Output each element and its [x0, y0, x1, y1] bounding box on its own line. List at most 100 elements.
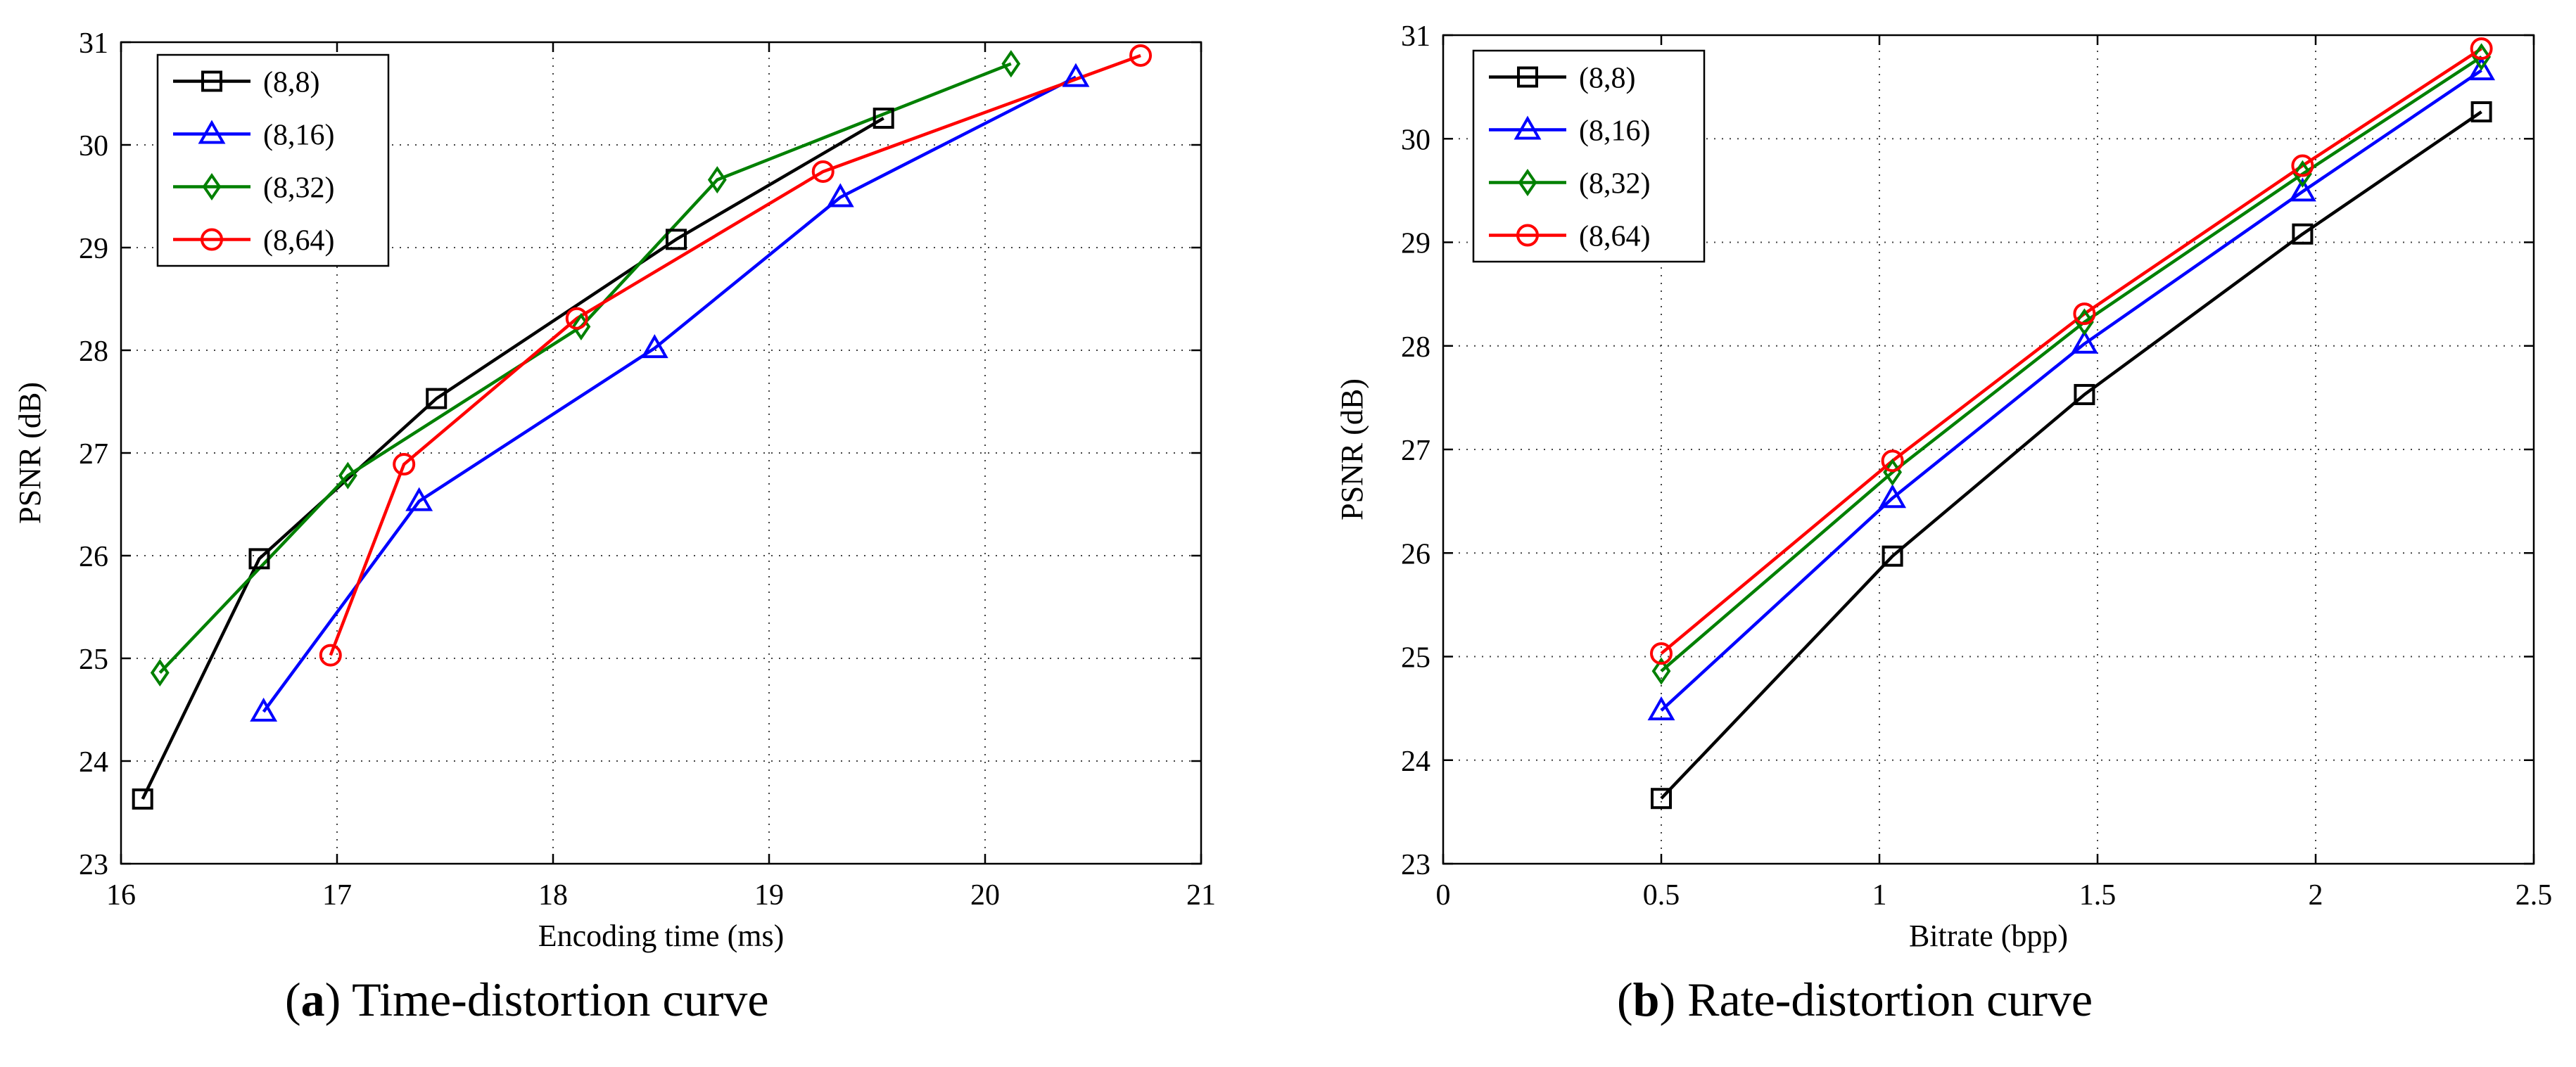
chart-b-series-3-point [1881, 449, 1904, 473]
chart-b-series-line-1 [1660, 69, 2482, 712]
chart-b-series-line-2 [1660, 56, 2482, 672]
chart-b-x-tick-label: 0.5 [1643, 879, 1680, 912]
chart-a-series-1-point [1062, 63, 1090, 87]
chart-b-series-3-point [2073, 302, 2096, 326]
caption-a-text: ) Time-distortion curve [324, 973, 769, 1026]
chart-a-legend-label-2: (8,32) [263, 172, 334, 205]
chart-a-y-tick-label: 27 [79, 438, 108, 471]
chart-a-x-tick-label: 16 [106, 879, 136, 912]
chart-b-y-tick-label: 28 [1401, 331, 1430, 364]
caption-a-label: a [300, 973, 325, 1026]
chart-b-legend-marker-2 [1518, 168, 1537, 197]
chart-b-series-3-point [2470, 37, 2493, 60]
chart-b-series-1-point [1647, 696, 1675, 721]
chart-b-series-1-point [2288, 177, 2316, 202]
chart-a-y-axis-label: PSNR (dB) [13, 382, 47, 524]
chart-a-legend-marker-1 [198, 120, 226, 144]
chart-a-legend-marker-0 [201, 70, 222, 92]
chart-a-series-0-point [132, 788, 153, 810]
chart-a-y-tick-label: 24 [79, 746, 108, 779]
chart-a-x-tick-label: 19 [754, 879, 784, 912]
rate-distortion-chart: 0 0.5 1 1.5 2 2.5 23 24 25 26 27 28 29 30 31 Bitrate (b… [1335, 20, 2552, 953]
chart-a-series-2-point [707, 166, 727, 194]
chart-a-series-2-point [338, 461, 357, 490]
chart-a-series-line-3 [329, 53, 1141, 656]
chart-a-legend-label-3: (8,64) [263, 225, 334, 257]
chart-b-series-2-point [2292, 160, 2312, 188]
chart-a-series-2-point [1001, 50, 1021, 78]
chart-b-y-tick-label: 23 [1401, 849, 1430, 881]
chart-b-series-0-point [2074, 383, 2095, 405]
chart-a-x-tick-label: 21 [1186, 879, 1216, 912]
chart-b-series-3-point [1650, 642, 1673, 665]
chart-b-series-2-point [2472, 43, 2492, 71]
caption-b-label: b [1632, 973, 1660, 1026]
chart-a-legend-marker-3 [201, 228, 223, 251]
chart-a-x-tick-label: 20 [970, 879, 1000, 912]
chart-b-legend-marker-0 [1517, 66, 1538, 88]
chart-a-series-0-point [248, 548, 270, 570]
chart-a-y-tick-label: 26 [79, 541, 108, 573]
chart-b-x-tick-label: 2 [2309, 879, 2323, 912]
chart-a-series-2-point [150, 658, 170, 686]
chart-a-series-1-point [250, 697, 278, 722]
chart-a-series-3-point [393, 453, 416, 476]
chart-a-y-tick-label: 23 [79, 849, 108, 881]
chart-a-y-tick-label: 28 [79, 336, 108, 368]
chart-b-series-1-point [2070, 329, 2098, 354]
chart-a-series-0-point [873, 108, 894, 129]
chart-a-y-tick-label: 29 [79, 233, 108, 265]
chart-b-legend-label-3: (8,64) [1579, 221, 1650, 253]
chart-a-x-tick-label: 17 [322, 879, 352, 912]
chart-a-legend-marker-2 [202, 172, 222, 201]
chart-a-y-tick-label: 30 [79, 130, 108, 162]
chart-b-series-2-point [2074, 308, 2094, 336]
chart-b-y-tick-label: 25 [1401, 642, 1430, 675]
chart-a-legend [156, 53, 390, 267]
chart-a-series-0-point [426, 388, 448, 409]
chart-a-series-3-point [811, 160, 835, 183]
chart-a-series-0-point [665, 229, 687, 250]
chart-a-series-1-point [640, 334, 668, 359]
chart-b-x-tick-label: 1.5 [2079, 879, 2117, 912]
chart-a-x-tick-label: 18 [538, 879, 568, 912]
chart-a-legend-label-0: (8,8) [263, 67, 319, 99]
chart-b-y-tick-label: 30 [1401, 124, 1430, 156]
chart-a-y-tick-label: 25 [79, 644, 108, 676]
time-distortion-chart: 16 17 18 19 20 21 23 24 25 26 27 28 29 30 31 Encoding t… [13, 27, 1216, 953]
chart-b-y-tick-label: 26 [1401, 538, 1430, 570]
caption-a: (a) Time-distortion curve [285, 973, 769, 1026]
chart-b-y-tick-label: 31 [1401, 20, 1430, 53]
chart-b-series-0-point [1882, 545, 1903, 567]
chart-b-series-0-point [1651, 788, 1672, 810]
chart-a-series-1-point [826, 183, 854, 207]
chart-a-series-1-point [405, 487, 433, 511]
caption-b: (b) Rate-distortion curve [1617, 973, 2093, 1026]
chart-a-series-3-point [319, 644, 342, 667]
chart-a-series-3-point [1129, 44, 1153, 67]
chart-a-y-tick-label: 31 [79, 27, 108, 60]
chart-b-x-tick-label: 1 [1872, 879, 1887, 912]
chart-a-x-axis-label: Encoding time (ms) [538, 919, 785, 953]
chart-b-series-line-0 [1660, 110, 2482, 800]
chart-b-legend-marker-3 [1516, 224, 1539, 247]
chart-b-y-tick-label: 27 [1401, 435, 1430, 467]
chart-b-series-0-point [2470, 101, 2492, 122]
chart-b-series-line-3 [1660, 47, 2482, 655]
chart-b-series-1-point [2468, 56, 2496, 81]
chart-b-x-tick-label: 0 [1436, 879, 1451, 912]
chart-b-series-2-point [1651, 657, 1671, 685]
chart-b-legend-marker-1 [1514, 115, 1542, 140]
chart-a-series-line-0 [141, 117, 884, 800]
chart-b-legend-label-0: (8,8) [1579, 63, 1635, 95]
chart-b-series-0-point [2292, 223, 2314, 245]
chart-b-legend [1472, 49, 1706, 263]
chart-b-y-tick-label: 29 [1401, 228, 1430, 260]
chart-b-y-tick-label: 24 [1401, 746, 1430, 778]
chart-a-series-line-1 [262, 75, 1077, 713]
chart-b-y-axis-label: PSNR (dB) [1335, 378, 1369, 520]
chart-b-series-1-point [1879, 484, 1907, 509]
chart-a-legend-label-1: (8,16) [263, 120, 334, 152]
chart-b-x-tick-label: 2.5 [2515, 879, 2553, 912]
